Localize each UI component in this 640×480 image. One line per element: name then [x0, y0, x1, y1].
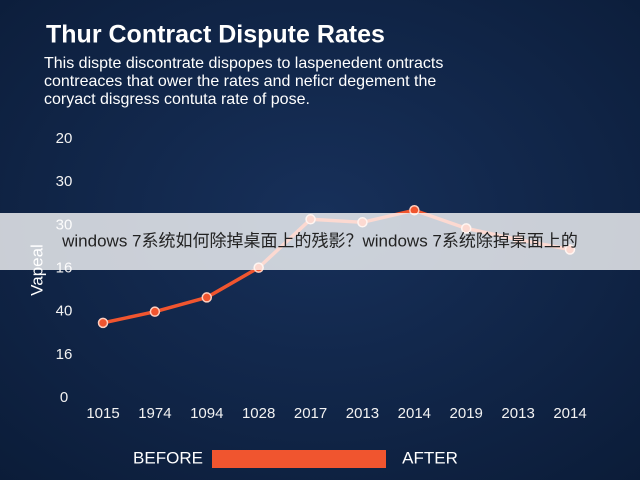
legend-swatch — [212, 450, 386, 468]
point — [201, 292, 213, 303]
y-tick-label: 30 — [56, 173, 73, 190]
x-tick-label: 2014 — [398, 405, 431, 422]
x-tick-label: 1094 — [190, 405, 223, 422]
point — [149, 306, 161, 317]
overlay-text: windows 7系统如何除掉桌面上的残影？windows 7系统除掉桌面上的 — [61, 231, 578, 250]
x-tick-label: 1974 — [138, 405, 171, 422]
legend-label: AFTER — [402, 448, 458, 467]
y-tick-label: 0 — [60, 389, 68, 406]
legend-label: BEFORE — [133, 448, 203, 467]
x-tick-label: 1028 — [242, 405, 275, 422]
subtitle: coryact disgress contuta rate of pose. — [44, 91, 310, 108]
subtitle: contreaces that ower the rates and nefic… — [44, 73, 436, 90]
x-tick-label: 2013 — [501, 405, 534, 422]
x-tick-label: 1015 — [86, 405, 119, 422]
y-tick-label: 20 — [56, 130, 73, 147]
y-tick-label: 40 — [56, 303, 73, 320]
x-tick-label: 2013 — [346, 405, 379, 422]
point — [97, 317, 109, 329]
y-tick-label: 16 — [56, 346, 73, 363]
x-tick-label: 2014 — [553, 405, 586, 422]
x-tick-label: 2019 — [450, 405, 483, 422]
subtitle: This dispte discontrate dispopes to lasp… — [44, 55, 443, 72]
x-tick-label: 2017 — [294, 405, 327, 422]
overlay-banner — [0, 213, 640, 270]
chart-title: Thur Contract Dispute Rates — [46, 21, 385, 49]
